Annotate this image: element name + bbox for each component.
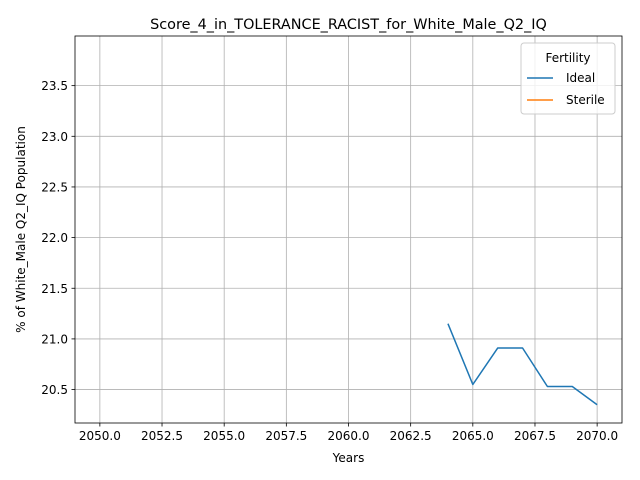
grid-lines [75, 36, 622, 423]
legend: Fertility Ideal Sterile [520, 42, 616, 115]
x-tick-label: 2052.5 [141, 429, 183, 443]
x-axis-label: Years [332, 451, 365, 465]
x-tick-label: 2067.5 [514, 429, 556, 443]
y-tick-label: 23.5 [41, 79, 68, 93]
x-tick-label: 2057.5 [265, 429, 307, 443]
x-tick-label: 2050.0 [79, 429, 121, 443]
y-tick-label: 23.0 [41, 130, 68, 144]
y-tick-label: 20.5 [41, 383, 68, 397]
x-tick-label: 2065.0 [452, 429, 494, 443]
x-tick-label: 2060.0 [328, 429, 370, 443]
y-tick-label: 21.0 [41, 332, 68, 346]
y-tick-label: 21.5 [41, 282, 68, 296]
x-tick-label: 2055.0 [203, 429, 245, 443]
chart-title: Score_4_in_TOLERANCE_RACIST_for_White_Ma… [150, 17, 547, 33]
y-tick-label: 22.0 [41, 231, 68, 245]
y-axis-label: % of White_Male Q2_IQ Population [14, 126, 28, 333]
y-tick-label: 22.5 [41, 180, 68, 194]
y-axis-ticks: 20.5 21.0 21.5 22.0 22.5 23.0 23.5 [41, 79, 75, 397]
legend-label-sterile: Sterile [566, 93, 605, 107]
x-tick-label: 2062.5 [390, 429, 432, 443]
x-tick-label: 2070.0 [576, 429, 618, 443]
x-axis-ticks: 2050.0 2052.5 2055.0 2057.5 2060.0 2062.5 2065… [79, 423, 618, 443]
legend-label-ideal: Ideal [566, 71, 595, 85]
series-line-ideal [447, 323, 598, 406]
plot-area-frame [74, 35, 623, 424]
legend-box [520, 42, 616, 115]
legend-title: Fertility [545, 51, 590, 65]
data-series [447, 323, 598, 406]
